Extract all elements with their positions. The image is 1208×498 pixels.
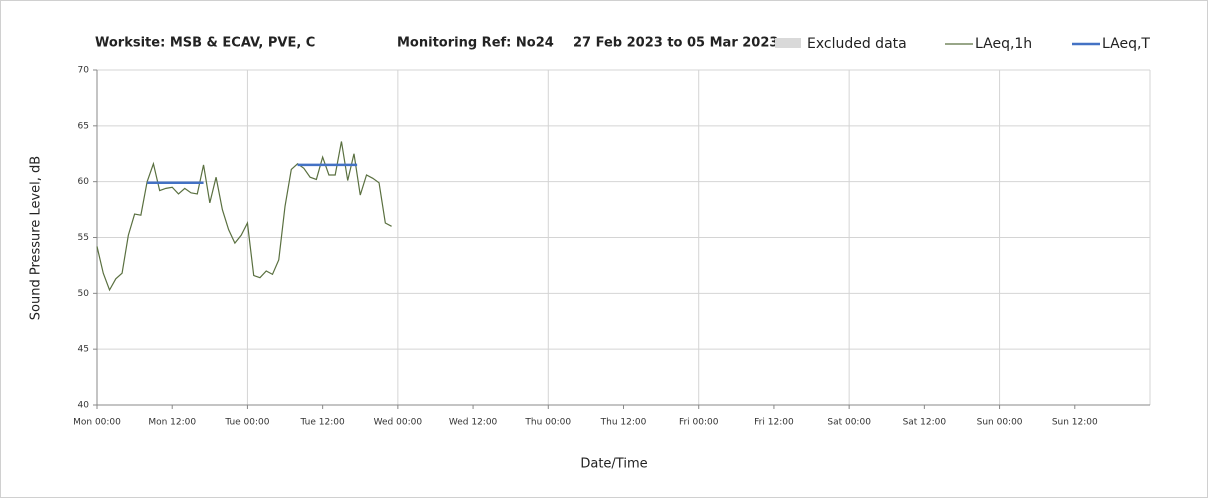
x-tick-label: Sun 00:00 [977,418,1023,428]
x-tick-label: Thu 00:00 [524,418,571,428]
x-tick-label: Mon 00:00 [73,418,121,428]
y-tick-label: 60 [78,177,90,187]
x-tick-label: Sat 00:00 [827,418,871,428]
x-tick-label: Tue 12:00 [300,418,345,428]
legend-label: LAeq,T [1102,36,1150,52]
title: Monitoring Ref: No24 [397,36,554,51]
legend-label: Excluded data [807,36,907,52]
x-tick-label: Mon 12:00 [148,418,196,428]
y-tick-label: 45 [78,345,89,355]
y-tick-label: 55 [78,233,89,243]
y-tick-label: 70 [78,66,90,76]
x-tick-label: Sat 12:00 [903,418,947,428]
title: Worksite: MSB & ECAV, PVE, C [95,36,315,51]
y-tick-label: 50 [78,289,90,299]
x-tick-label: Thu 12:00 [600,418,647,428]
title: 27 Feb 2023 to 05 Mar 2023 [573,36,778,51]
x-tick-label: Wed 12:00 [449,418,498,428]
x-axis-label: Date/Time [580,457,647,472]
x-tick-label: Fri 12:00 [754,418,794,428]
y-tick-label: 65 [78,121,89,131]
series-line [96,141,392,292]
legend-swatch [775,38,801,48]
x-tick-label: Tue 00:00 [224,418,269,428]
y-tick-label: 40 [78,401,90,411]
legend-label: LAeq,1h [975,36,1032,52]
y-axis-label: Sound Pressure Level, dB [29,156,44,320]
x-tick-label: Wed 00:00 [374,418,423,428]
x-tick-label: Sun 12:00 [1052,418,1098,428]
x-tick-label: Fri 00:00 [679,418,719,428]
